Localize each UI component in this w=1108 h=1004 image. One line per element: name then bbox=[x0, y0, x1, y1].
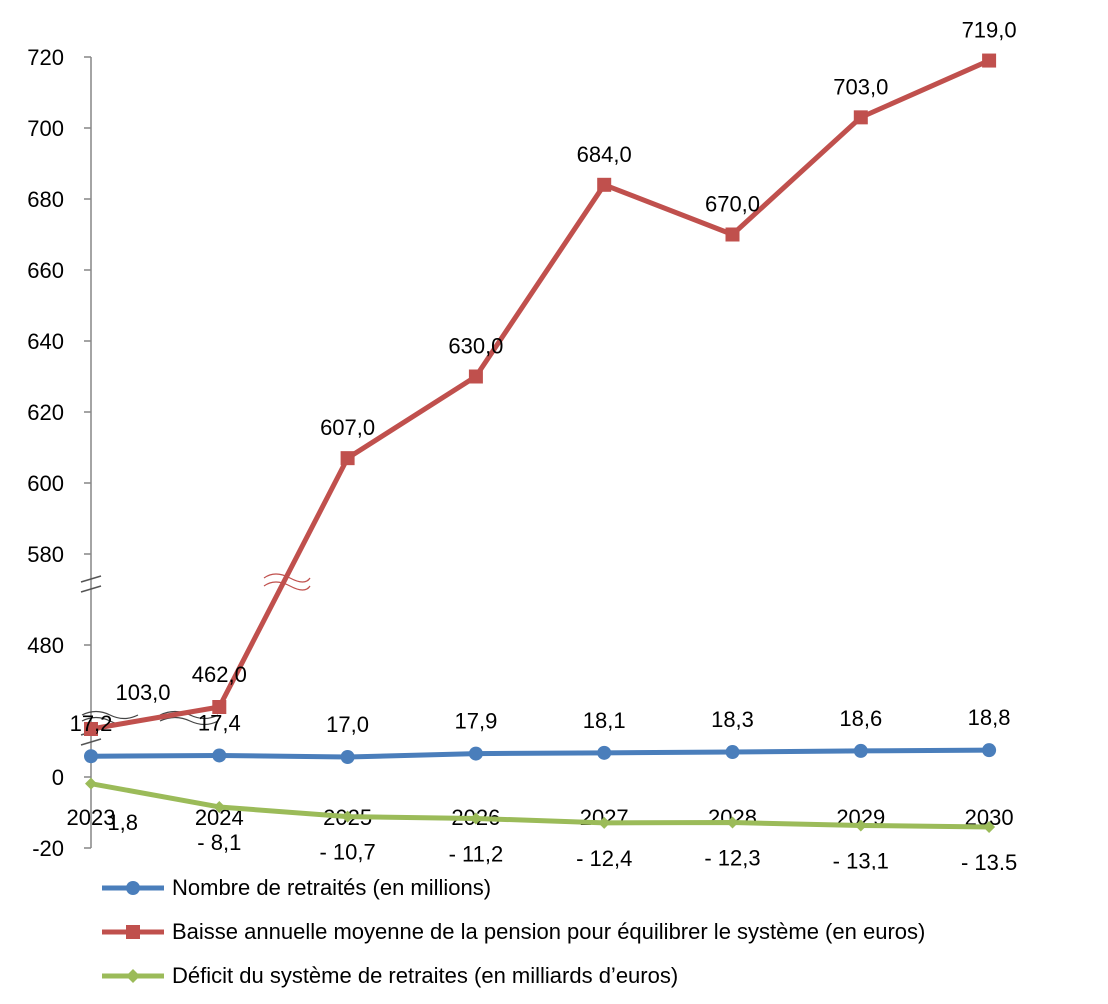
data-point bbox=[340, 750, 355, 764]
data-label: 18,3 bbox=[711, 707, 754, 732]
data-point bbox=[854, 819, 867, 832]
data-label: - 13,1 bbox=[833, 848, 889, 870]
data-label: - 13,5 bbox=[961, 850, 1017, 870]
data-point bbox=[85, 777, 97, 790]
data-label: 18,6 bbox=[839, 706, 882, 731]
data-label: 684,0 bbox=[577, 142, 632, 167]
data-labels: 17,2 17,4 17,0 17,9 18,1 18,3 18,6 18,8 103,0 462… bbox=[70, 18, 1018, 870]
data-point bbox=[212, 700, 227, 714]
data-point bbox=[983, 820, 996, 833]
legend-swatch-red bbox=[102, 925, 164, 939]
legend-item-retraites: Nombre de retraités (en millions) bbox=[100, 866, 1100, 910]
y-tick-label: -20 bbox=[32, 836, 64, 861]
data-point bbox=[853, 110, 868, 125]
y-tick-label: 660 bbox=[27, 258, 64, 283]
data-label: - 1,8 bbox=[94, 810, 138, 835]
data-point bbox=[982, 743, 997, 758]
data-point bbox=[340, 451, 355, 466]
data-point bbox=[597, 177, 612, 192]
legend-item-deficit: Déficit du système de retraites (en mill… bbox=[100, 954, 1100, 998]
data-label: - 8,1 bbox=[197, 830, 241, 855]
data-label: - 10,7 bbox=[319, 840, 375, 865]
y-tick-label: 680 bbox=[27, 187, 64, 212]
y-tick-label: 600 bbox=[27, 471, 64, 496]
data-point bbox=[341, 810, 354, 823]
series-break-mark bbox=[263, 573, 311, 591]
data-label: 703,0 bbox=[833, 74, 888, 99]
axis-break-mark bbox=[80, 575, 102, 593]
data-label: - 12,3 bbox=[704, 846, 760, 870]
data-point bbox=[726, 816, 739, 829]
data-point bbox=[725, 745, 740, 760]
y-tick-label: 580 bbox=[27, 542, 64, 567]
data-label: 607,0 bbox=[320, 415, 375, 440]
y-tick-label: 700 bbox=[27, 116, 64, 141]
data-point bbox=[84, 749, 98, 764]
data-label: 17,0 bbox=[326, 712, 369, 737]
data-point bbox=[982, 53, 997, 68]
data-point bbox=[469, 812, 482, 825]
legend-label-baisse: Baisse annuelle moyenne de la pension po… bbox=[172, 919, 926, 944]
x-tick-label: 2023 bbox=[67, 805, 116, 830]
legend-label-deficit: Déficit du système de retraites (en mill… bbox=[172, 963, 679, 988]
series-line-0 bbox=[90, 747, 990, 760]
data-label: 17,2 bbox=[70, 711, 113, 736]
data-label: 719,0 bbox=[962, 18, 1017, 43]
series-line-2 bbox=[90, 781, 990, 830]
legend-swatch-blue bbox=[102, 881, 164, 895]
data-label: 670,0 bbox=[705, 192, 760, 217]
series-line-1 bbox=[90, 58, 991, 732]
data-point bbox=[725, 227, 740, 242]
legend-label-retraites: Nombre de retraités (en millions) bbox=[172, 875, 492, 900]
y-tick-label: 620 bbox=[27, 400, 64, 425]
data-point bbox=[468, 369, 483, 384]
y-tick-labels: 720 700 680 660 640 620 600 580 480 0 -20 bbox=[27, 45, 64, 861]
data-label: 17,4 bbox=[198, 710, 241, 735]
series-lines bbox=[84, 53, 997, 833]
data-label: 17,9 bbox=[454, 709, 497, 734]
data-point bbox=[212, 748, 227, 763]
data-point bbox=[213, 800, 226, 813]
legend-item-baisse: Baisse annuelle moyenne de la pension po… bbox=[100, 910, 1100, 954]
y-axis bbox=[80, 56, 311, 849]
data-point bbox=[468, 746, 483, 761]
data-label: 103,0 bbox=[115, 680, 170, 705]
data-label: - 11,2 bbox=[449, 841, 504, 866]
y-tick-label: 480 bbox=[27, 633, 64, 658]
data-point bbox=[597, 745, 612, 760]
y-tick-label: 720 bbox=[27, 45, 64, 70]
data-label: 630,0 bbox=[448, 334, 503, 359]
data-label: 18,8 bbox=[968, 705, 1011, 730]
data-point bbox=[598, 816, 611, 829]
legend-swatch-green bbox=[102, 969, 164, 983]
y-tick-label: 0 bbox=[52, 765, 64, 790]
data-point bbox=[853, 743, 868, 758]
y-tick-label: 640 bbox=[27, 329, 64, 354]
data-label: 18,1 bbox=[583, 708, 626, 733]
data-point bbox=[84, 722, 98, 736]
data-label: 462,0 bbox=[192, 662, 247, 687]
legend: Nombre de retraités (en millions) Baisse… bbox=[100, 866, 1100, 998]
data-label: - 12,4 bbox=[576, 846, 632, 870]
